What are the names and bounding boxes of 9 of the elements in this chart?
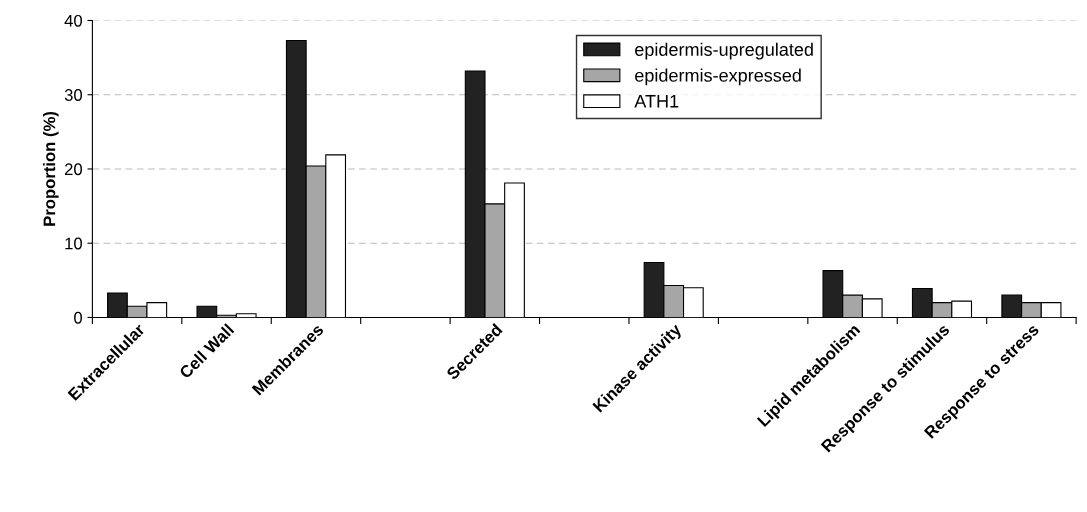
y-tick-label: 40	[64, 14, 83, 27]
legend-label: ATH1	[634, 95, 679, 108]
legend-label: epidermis-upregulated	[635, 42, 813, 60]
y-tick-label: 30	[64, 89, 83, 101]
y-axis-title: Proportion (%)	[43, 111, 59, 226]
y-tick-label: 0	[74, 311, 83, 324]
y-tick-label: 20	[64, 163, 83, 176]
y-tick-label: 10	[65, 237, 83, 250]
legend-label: epidermis-expressed	[635, 68, 801, 86]
